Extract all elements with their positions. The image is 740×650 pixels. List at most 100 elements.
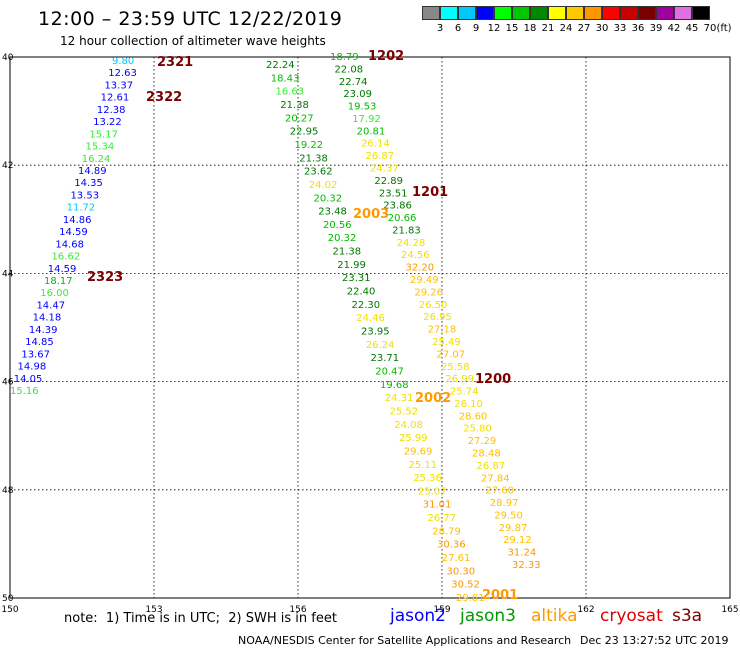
- wave-height-value: 29.87: [499, 523, 528, 534]
- wave-height-value: 14.39: [29, 325, 58, 336]
- wave-height-value: 16.00: [40, 288, 69, 299]
- lat-tick-label: 46: [2, 378, 14, 388]
- wave-height-value: 25.36: [413, 473, 442, 484]
- wave-height-value: 23.31: [342, 273, 371, 284]
- wave-height-value: 29.12: [503, 535, 532, 546]
- wave-height-value: 20.32: [314, 193, 343, 204]
- wave-height-value: 19.68: [380, 380, 409, 391]
- legend-swatch: [620, 6, 638, 20]
- wave-height-value: 22.08: [334, 64, 363, 75]
- wave-height-value: 21.38: [333, 247, 362, 258]
- wave-height-value: 26.87: [476, 461, 505, 472]
- legend-label: 6: [454, 23, 462, 34]
- wave-height-value: 22.74: [339, 77, 368, 88]
- wave-height-value: 32.20: [405, 263, 434, 274]
- wave-height-value: 20.66: [388, 213, 417, 224]
- wave-height-value: 14.86: [63, 215, 92, 226]
- lat-tick-label: 42: [2, 161, 13, 171]
- wave-height-value: 22.95: [290, 127, 319, 138]
- lon-tick-label: 159: [433, 605, 450, 615]
- wave-height-value: 21.38: [280, 100, 309, 111]
- legend-swatch: [530, 6, 548, 20]
- wave-height-value: 27.60: [485, 486, 514, 497]
- wave-height-value: 23.09: [343, 89, 372, 100]
- wave-height-value: 21.38: [299, 153, 328, 164]
- wave-height-value: 15.17: [89, 129, 118, 140]
- wave-height-value: 19.22: [295, 140, 324, 151]
- wave-height-value: 22.40: [347, 287, 376, 298]
- satellite-name-altika: altika: [531, 606, 578, 626]
- lat-tick-label: 48: [2, 486, 14, 496]
- wave-height-value: 32.33: [512, 560, 541, 571]
- wave-height-value: 22.24: [266, 60, 295, 71]
- wave-height-value: 29.69: [404, 446, 433, 457]
- wave-height-value: 24.28: [397, 238, 426, 249]
- credit-line: NOAA/NESDIS Center for Satellite Applica…: [238, 634, 572, 647]
- legend-swatch: [692, 6, 710, 20]
- wave-height-value: 14.05: [14, 374, 43, 385]
- wave-height-value: 23.86: [383, 201, 412, 212]
- wave-height-value: 25.58: [441, 362, 470, 373]
- footer-note: note: 1) Time is in UTC; 2) SWH is in fe…: [64, 611, 337, 626]
- legend-label: 36: [631, 23, 645, 34]
- wave-height-value: 23.48: [318, 207, 347, 218]
- wave-height-value: 27.18: [428, 325, 457, 336]
- wave-height-value: 16.62: [52, 252, 81, 263]
- legend-swatch: [548, 6, 566, 20]
- wave-height-value: 21.99: [337, 260, 366, 271]
- wave-height-value: 20.27: [285, 113, 314, 124]
- wave-height-value: 12.61: [101, 93, 130, 104]
- wave-height-value: 16.63: [276, 87, 305, 98]
- legend-label: 42: [667, 23, 681, 34]
- wave-height-value: 26.50: [419, 300, 448, 311]
- wave-height-value: 23.51: [379, 188, 408, 199]
- track-time-label: 2323: [87, 270, 123, 285]
- wave-height-value: 23.62: [304, 167, 333, 178]
- wave-height-value: 24.02: [309, 180, 338, 191]
- track-time-label: 2321: [157, 55, 193, 70]
- wave-height-value: 14.68: [55, 239, 84, 250]
- wave-height-value: 13.37: [104, 80, 133, 91]
- wave-height-value: 20.81: [357, 126, 386, 137]
- wave-height-value: 24.08: [394, 420, 423, 431]
- legend-label: 27: [577, 23, 591, 34]
- legend-swatch: [566, 6, 584, 20]
- wave-height-value: 14.47: [36, 300, 65, 311]
- wave-height-value: 29.26: [414, 287, 443, 298]
- wave-height-value: 20.47: [375, 366, 404, 377]
- wave-height-value: 27.61: [442, 553, 471, 564]
- wave-height-value: 24.56: [401, 250, 430, 261]
- track-time-label: 2002: [415, 391, 451, 406]
- map-frame: [9, 56, 731, 599]
- legend-swatch: [674, 6, 692, 20]
- wave-height-value: 28.79: [432, 526, 461, 537]
- track-time-label: 1201: [412, 185, 448, 200]
- legend-swatch: [638, 6, 656, 20]
- wave-height-value: 24.31: [385, 393, 414, 404]
- wave-height-points: 9.8012.6313.3712.6112.3813.2215.1715.341…: [10, 52, 541, 604]
- satellite-name-jason3: jason3: [460, 606, 516, 626]
- wave-height-value: 13.67: [21, 349, 50, 360]
- legend-label: 24: [559, 23, 573, 34]
- wave-height-value: 25.80: [463, 424, 492, 435]
- track-time-label: 2322: [146, 90, 182, 105]
- track-time-label: 1202: [368, 49, 404, 64]
- lon-tick-label: 165: [721, 605, 738, 615]
- wave-height-value: 19.53: [348, 102, 377, 113]
- legend-label: 15: [505, 23, 519, 34]
- wave-height-value: 11.72: [67, 203, 96, 214]
- legend-label: 30: [595, 23, 609, 34]
- wave-height-value: 14.98: [18, 362, 47, 373]
- wave-height-value: 26.95: [423, 312, 452, 323]
- wave-height-value: 22.89: [374, 176, 403, 187]
- lat-tick-label: 44: [2, 269, 14, 279]
- legend-label: 33: [613, 23, 627, 34]
- wave-height-value: 21.83: [392, 225, 421, 236]
- wave-height-value: 25.07: [418, 486, 447, 497]
- wave-height-value: 22.30: [352, 300, 381, 311]
- lon-tick-label: 153: [145, 605, 162, 615]
- wave-height-value: 14.59: [59, 227, 88, 238]
- wave-height-value: 26.87: [366, 151, 395, 162]
- wave-height-value: 29.50: [494, 510, 523, 521]
